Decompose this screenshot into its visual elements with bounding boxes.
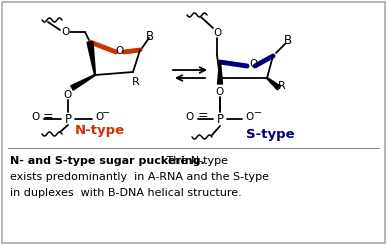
Text: B: B bbox=[284, 35, 292, 48]
Text: P: P bbox=[65, 112, 72, 125]
Text: O: O bbox=[64, 90, 72, 100]
Polygon shape bbox=[217, 62, 223, 84]
Text: R: R bbox=[278, 81, 286, 91]
Text: =: = bbox=[43, 110, 53, 123]
Text: −: − bbox=[254, 108, 262, 118]
Text: N-type: N-type bbox=[75, 123, 125, 136]
Text: O: O bbox=[213, 28, 221, 38]
Text: O: O bbox=[61, 27, 69, 37]
Text: −: − bbox=[102, 108, 110, 118]
Text: B: B bbox=[146, 29, 154, 42]
Polygon shape bbox=[71, 74, 95, 90]
FancyBboxPatch shape bbox=[2, 2, 385, 243]
Text: N- and S-type sugar puckering.: N- and S-type sugar puckering. bbox=[10, 156, 205, 166]
Text: P: P bbox=[216, 112, 224, 125]
Polygon shape bbox=[267, 78, 281, 90]
Polygon shape bbox=[87, 42, 96, 75]
Text: R: R bbox=[132, 77, 140, 87]
Text: O: O bbox=[186, 112, 194, 122]
Text: S-type: S-type bbox=[246, 127, 294, 140]
Text: The N-type: The N-type bbox=[163, 156, 228, 166]
Text: =: = bbox=[198, 110, 208, 122]
Text: O: O bbox=[95, 112, 103, 122]
Text: exists predominantly  in A-RNA and the S-type: exists predominantly in A-RNA and the S-… bbox=[10, 172, 269, 182]
Text: O: O bbox=[116, 46, 124, 56]
Text: O: O bbox=[31, 112, 39, 122]
Text: O: O bbox=[249, 59, 257, 69]
Text: O: O bbox=[246, 112, 254, 122]
Text: in duplexes  with B-DNA helical structure.: in duplexes with B-DNA helical structure… bbox=[10, 188, 242, 198]
Text: O: O bbox=[216, 87, 224, 97]
